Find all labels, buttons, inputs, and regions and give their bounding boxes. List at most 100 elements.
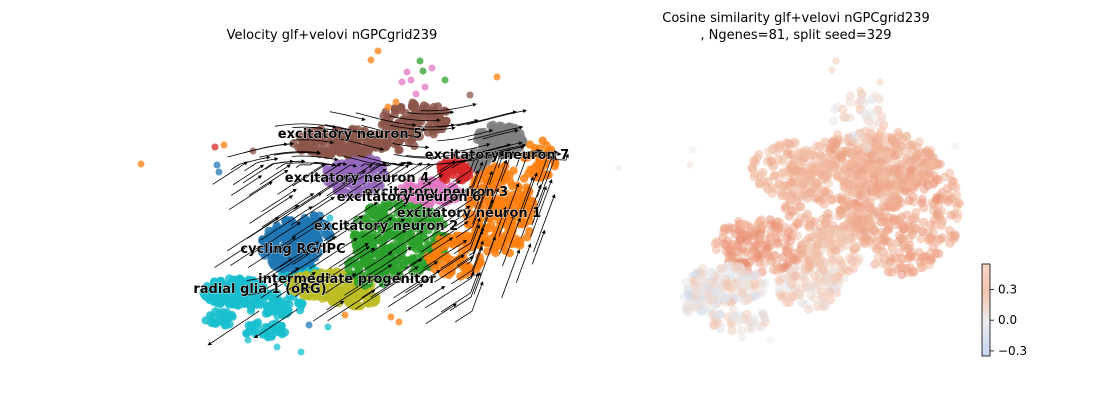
velocity-streamline bbox=[230, 155, 271, 171]
velocity-streamline bbox=[437, 119, 479, 128]
cell-point bbox=[320, 144, 329, 154]
cell-point bbox=[217, 315, 227, 324]
cell-point bbox=[220, 294, 229, 303]
velocity-streamline bbox=[407, 174, 443, 198]
similarity-point bbox=[717, 264, 727, 274]
similarity-point bbox=[863, 138, 873, 149]
outlier-cell-point bbox=[213, 161, 221, 169]
similarity-point bbox=[778, 154, 788, 164]
cell-point bbox=[500, 243, 509, 252]
velocity-streamline bbox=[226, 217, 280, 252]
cell-point bbox=[408, 242, 417, 251]
similarity-point bbox=[876, 134, 886, 144]
velocity-streamline bbox=[344, 251, 393, 284]
cell-point bbox=[312, 230, 321, 239]
similarity-point bbox=[829, 144, 839, 154]
similarity-point bbox=[754, 149, 764, 160]
cell-point bbox=[440, 256, 449, 265]
cell-point bbox=[316, 268, 326, 277]
cosine-plot-title-line1: Cosine similarity glf+velovi nGPCgrid239 bbox=[662, 11, 929, 26]
similarity-point bbox=[821, 172, 831, 183]
outlier-cell-point bbox=[211, 143, 219, 151]
cell-point bbox=[273, 234, 282, 244]
similarity-point bbox=[898, 254, 908, 264]
similarity-point bbox=[789, 167, 799, 177]
velocity-streamline bbox=[504, 148, 541, 158]
cell-point bbox=[366, 219, 375, 228]
similarity-point bbox=[765, 215, 775, 225]
velocity-streamline bbox=[449, 271, 481, 311]
cell-point bbox=[504, 196, 513, 206]
velocity-streamline bbox=[486, 159, 508, 214]
outlier-cell-point bbox=[384, 103, 392, 111]
velocity-streamline bbox=[466, 109, 527, 125]
velocity-streamline bbox=[408, 180, 462, 215]
cell-point bbox=[349, 224, 358, 233]
similarity-point bbox=[852, 241, 862, 251]
cell-point bbox=[246, 303, 256, 313]
similarity-point bbox=[937, 206, 947, 216]
similarity-point bbox=[836, 205, 847, 215]
velocity-streamline bbox=[207, 310, 260, 346]
outlier-cell-point bbox=[137, 160, 145, 168]
cell-point bbox=[235, 274, 244, 283]
similarity-point bbox=[929, 178, 939, 189]
cell-point bbox=[284, 245, 293, 255]
cell-point bbox=[431, 220, 441, 230]
similarity-point bbox=[906, 165, 916, 175]
outlier-cell-point bbox=[407, 76, 415, 84]
velocity-streamline bbox=[264, 159, 306, 170]
cell-point bbox=[267, 332, 276, 341]
velocity-streamline bbox=[274, 151, 321, 156]
outlier-cell-point bbox=[416, 57, 424, 65]
velocity-streamline bbox=[420, 221, 469, 253]
similarity-point bbox=[842, 219, 852, 229]
cell-point bbox=[305, 238, 314, 248]
cell-point bbox=[228, 300, 237, 309]
similarity-point bbox=[876, 78, 884, 86]
cell-point bbox=[522, 233, 532, 242]
cell-point bbox=[525, 140, 535, 149]
cell-point bbox=[417, 207, 426, 217]
cluster-label: radial glia 1 (oRG) bbox=[193, 282, 326, 297]
cell-point bbox=[449, 240, 458, 249]
similarity-point bbox=[828, 255, 838, 265]
velocity-streamline bbox=[292, 236, 337, 265]
similarity-point bbox=[723, 225, 733, 235]
similarity-point bbox=[763, 184, 773, 195]
similarity-point bbox=[749, 271, 759, 281]
velocity-streamline bbox=[439, 142, 491, 155]
cluster-label: excitatory neuron 7 bbox=[425, 148, 569, 163]
similarity-point bbox=[784, 211, 794, 221]
velocity-streamline bbox=[405, 286, 446, 312]
similarity-point bbox=[928, 158, 938, 169]
similarity-point bbox=[812, 239, 823, 249]
velocity-streamline bbox=[451, 149, 511, 169]
cell-point bbox=[415, 193, 424, 202]
cell-point bbox=[406, 192, 416, 202]
velocity-streamline bbox=[371, 229, 407, 253]
similarity-point bbox=[835, 231, 845, 241]
similarity-point bbox=[789, 222, 799, 232]
cluster-label: excitatory neuron 6 bbox=[337, 190, 481, 205]
cell-point bbox=[471, 210, 480, 219]
velocity-streamline bbox=[338, 246, 370, 267]
velocity-streamline bbox=[329, 242, 369, 269]
cell-point bbox=[228, 312, 237, 321]
similarity-point bbox=[758, 286, 768, 296]
velocity-streamline bbox=[392, 143, 430, 150]
cell-point bbox=[515, 202, 524, 211]
similarity-point bbox=[803, 220, 813, 230]
cell-point bbox=[491, 243, 500, 253]
velocity-streamline bbox=[357, 164, 410, 199]
cell-point bbox=[234, 285, 244, 294]
colorbar: 0.3 0.0 −0.3 bbox=[981, 263, 1027, 358]
velocity-streamline bbox=[440, 272, 479, 313]
cluster-label: excitatory neuron 4 bbox=[285, 171, 429, 186]
cell-point bbox=[209, 319, 218, 328]
velocity-streamline bbox=[260, 277, 292, 299]
similarity-point bbox=[792, 231, 802, 241]
similarity-point bbox=[829, 167, 839, 177]
outlier-cell-point bbox=[305, 321, 313, 329]
similarity-point bbox=[856, 86, 864, 94]
